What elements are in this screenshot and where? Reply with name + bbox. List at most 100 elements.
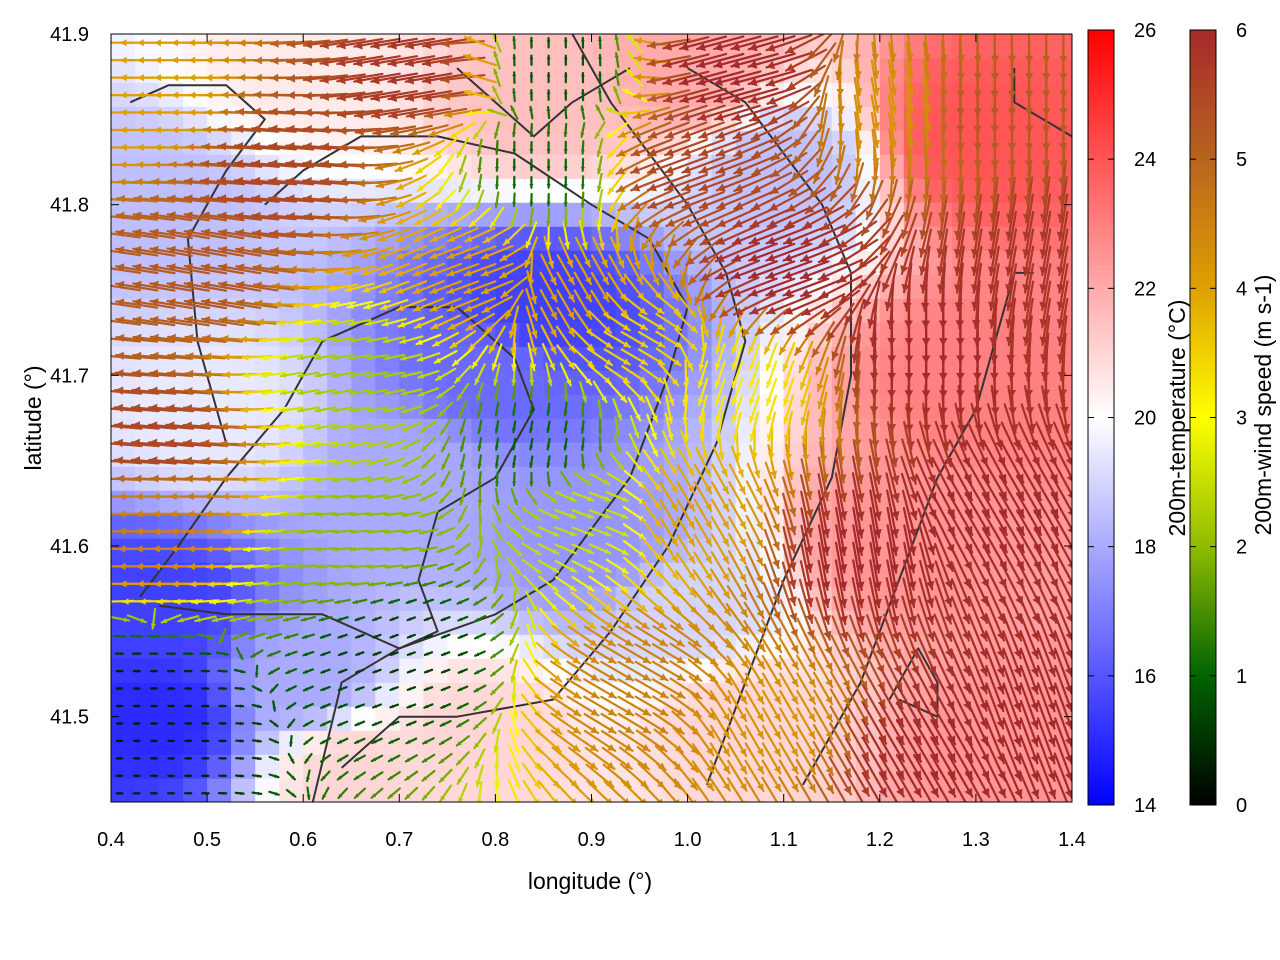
x-tick-label: 1.4 — [1058, 829, 1086, 851]
temperature-cell — [159, 58, 184, 83]
temperature-cell — [447, 370, 473, 395]
temperature-cell — [159, 706, 184, 731]
temperature-cell — [567, 322, 593, 347]
temperature-cell — [927, 34, 953, 59]
temperature-cell — [615, 490, 641, 515]
temperature-cell — [471, 154, 497, 179]
temperature-cell — [303, 514, 328, 539]
temperature-cell — [183, 418, 208, 443]
colorbar-tick-label: 24 — [1134, 149, 1156, 171]
temperature-cell — [111, 586, 136, 611]
temperature-cell — [399, 706, 425, 731]
temperature-cell — [927, 154, 953, 179]
temperature-cell — [303, 202, 328, 227]
temperature-cell — [1048, 34, 1072, 59]
temperature-cell — [615, 466, 641, 491]
temperature-cell — [471, 442, 497, 467]
colorbar-tick-label: 4 — [1236, 278, 1247, 300]
temperature-cell — [255, 514, 280, 539]
temperature-cell — [303, 538, 328, 563]
temperature-cell — [111, 34, 136, 59]
temperature-cell — [807, 682, 833, 707]
temperature-cell — [279, 514, 304, 539]
temperature-cell — [663, 226, 689, 251]
temperature-cell — [183, 610, 208, 635]
colorbar-tick-label: 18 — [1134, 537, 1156, 559]
temperature-cell — [303, 586, 328, 611]
temperature-cell — [471, 514, 497, 539]
temperature-cell — [351, 610, 377, 635]
temperature-cell — [183, 778, 208, 802]
temperature-cell — [207, 706, 232, 731]
temperature-cell — [495, 634, 521, 659]
temperature-cell — [375, 610, 401, 635]
temperature-cell — [591, 154, 617, 179]
temperature-cell — [615, 106, 641, 131]
temperature-cell — [135, 514, 160, 539]
temperature-cell — [471, 466, 497, 491]
colorbar-tick-label: 3 — [1236, 408, 1247, 430]
temperature-cell — [351, 106, 377, 131]
y-tick-label: 41.6 — [50, 536, 89, 558]
temperature-cell — [591, 34, 617, 59]
y-tick-label: 41.5 — [50, 707, 89, 729]
temperature-cell — [519, 298, 545, 323]
temperature-cell — [135, 730, 160, 755]
temperature-cell — [375, 586, 401, 611]
temperature-cell — [111, 610, 136, 635]
temperature-cell — [975, 130, 1001, 155]
y-tick-label: 41.8 — [50, 195, 89, 217]
temperature-cell — [303, 490, 328, 515]
temperature-cell — [183, 34, 208, 59]
temperature-cell — [183, 130, 208, 155]
temperature-cell — [1024, 130, 1049, 155]
x-axis-label: longitude (°) — [528, 868, 652, 894]
temperature-cell — [183, 706, 208, 731]
temperature-cell — [183, 634, 208, 659]
temperature-cell — [183, 490, 208, 515]
temperature-cell — [567, 394, 593, 419]
temperature-cell — [207, 730, 232, 755]
temperature-cell — [279, 586, 304, 611]
temperature-cell — [951, 178, 977, 203]
temperature-cell — [471, 394, 497, 419]
temperature-cell — [111, 634, 136, 659]
temperature-cell — [471, 418, 497, 443]
temperature-cell — [135, 682, 160, 707]
temperature-cell — [783, 370, 809, 395]
temperature-cell — [423, 586, 449, 611]
temperature-cell — [255, 394, 280, 419]
temperature-cell — [567, 106, 593, 131]
temperature-cell — [927, 778, 953, 802]
temperature-cell — [975, 34, 1001, 59]
temperature-cell — [111, 682, 136, 707]
temperature-cell — [927, 178, 953, 203]
temperature-cell — [279, 682, 304, 707]
temperature-cell — [495, 250, 521, 275]
temperature-cell — [1024, 34, 1049, 59]
temperature-cell — [927, 346, 953, 371]
temperature-cell — [399, 250, 425, 275]
temperature-cell — [447, 610, 473, 635]
temperature-cell — [951, 346, 977, 371]
temperature-cell — [975, 58, 1001, 83]
wind-colorbar-label: 200m-wind speed (m s-1) — [1250, 275, 1276, 536]
x-tick-label: 0.4 — [97, 829, 125, 851]
temperature-cell — [303, 298, 328, 323]
temperature-cell — [831, 82, 857, 107]
temperature-cell — [279, 322, 304, 347]
temperature-cell — [447, 274, 473, 299]
temperature-cell — [951, 106, 977, 131]
temperature-cell — [327, 490, 352, 515]
temperature-cell — [399, 730, 425, 755]
temperature-cell — [111, 754, 136, 779]
temperature-cell — [471, 490, 497, 515]
temperature-cell — [159, 730, 184, 755]
temperature-cell — [591, 418, 617, 443]
colorbar-tick-label: 20 — [1134, 408, 1156, 430]
temperature-cell — [279, 130, 304, 155]
temperature-cell — [255, 490, 280, 515]
temperature-cell — [423, 466, 449, 491]
temperature-cell — [231, 490, 256, 515]
temperature-cell — [159, 634, 184, 659]
